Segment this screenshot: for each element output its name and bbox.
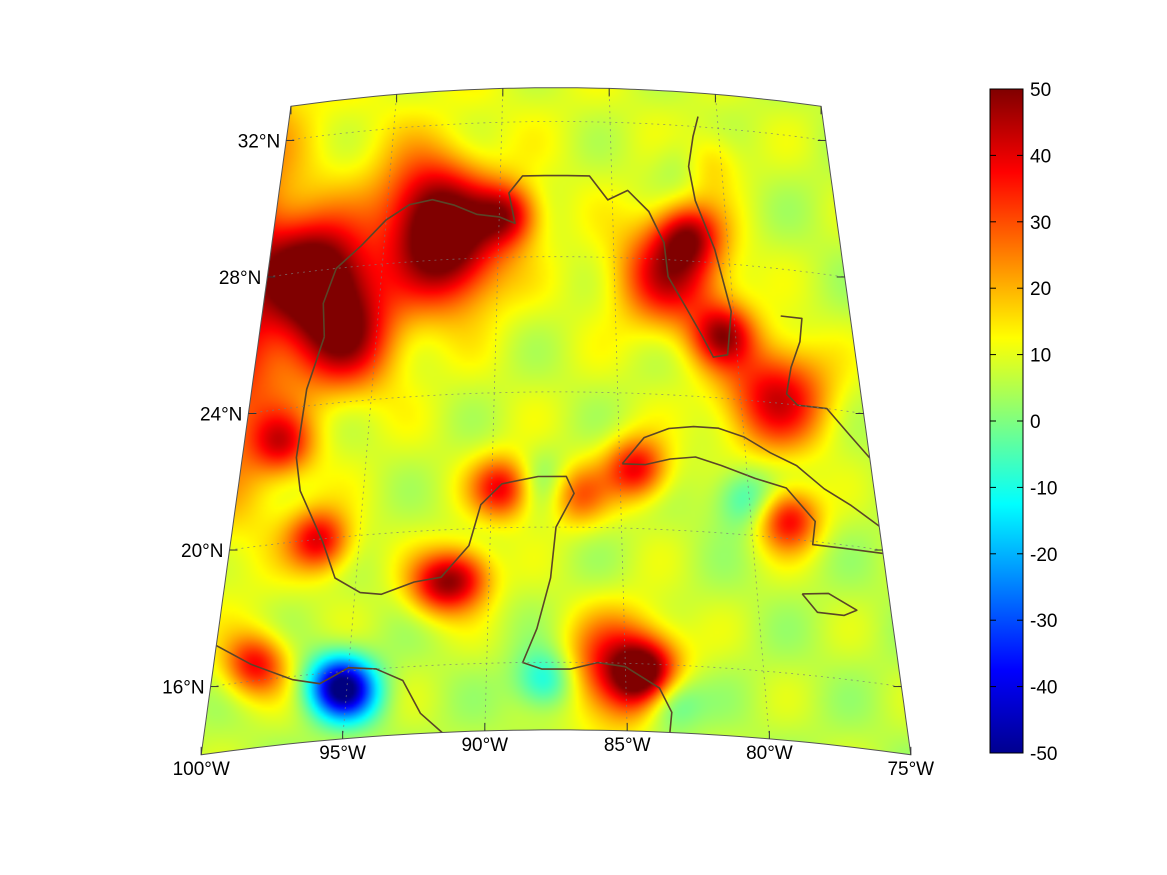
pacific-coast-coastline: [215, 644, 443, 734]
colorbar-tick-label: 10: [1030, 346, 1051, 367]
colorbar-tick-label: -10: [1030, 478, 1057, 499]
colorbar-tick-label: 40: [1030, 146, 1051, 167]
parallel-line: [229, 526, 883, 551]
lon-tick-label: 85°W: [604, 735, 651, 756]
map-frame: [200, 87, 912, 756]
lat-tick-label: 20°N: [181, 541, 223, 562]
colorbar-tick-label: -20: [1030, 545, 1057, 566]
parallel-line: [248, 391, 864, 414]
jamaica-coastline: [801, 592, 858, 617]
lon-tick-label: 95°W: [319, 743, 366, 764]
lon-tick-label: 90°W: [461, 735, 508, 756]
meridian-line: [484, 88, 504, 731]
lon-tick-label: 80°W: [746, 743, 793, 764]
lat-tick-label: 32°N: [238, 132, 280, 153]
mexico-coast-coastline: [295, 336, 673, 733]
colorbar-ticks: 50 40 30 20 10 0 -10 -20 -30 -40 -50: [990, 80, 1057, 765]
parallel-line: [267, 256, 845, 278]
parallel-line: [286, 121, 826, 141]
colorbar-tick-label: 30: [1030, 213, 1051, 234]
longitude-labels: 100°W 95°W 90°W 85°W 80°W 75°W: [173, 735, 935, 780]
colorbar-tick-label: -50: [1030, 744, 1057, 765]
colorbar: 50 40 30 20 10 0 -10 -20 -30 -40 -50: [989, 80, 1057, 765]
bahamas-coastline: [780, 315, 871, 459]
lon-tick-label: 75°W: [887, 759, 934, 780]
colorbar-tick-label: 0: [1030, 412, 1041, 433]
lat-tick-label: 24°N: [200, 405, 242, 426]
colorbar-tick-label: 50: [1030, 80, 1051, 101]
meridian-line: [608, 88, 628, 731]
parallel-line: [210, 661, 902, 687]
colorbar-tick-label: -40: [1030, 678, 1057, 699]
hispaniola-coastline: [905, 561, 911, 608]
colorbar-tick-label: -30: [1030, 611, 1057, 632]
gulf-coast-coastline: [322, 116, 732, 358]
lat-tick-label: 16°N: [162, 678, 204, 699]
latitude-labels: 32°N 28°N 24°N 20°N 16°N: [162, 132, 280, 699]
colorbar-tick-label: 20: [1030, 279, 1051, 300]
lat-tick-label: 28°N: [219, 268, 261, 289]
lon-tick-label: 100°W: [173, 759, 230, 780]
